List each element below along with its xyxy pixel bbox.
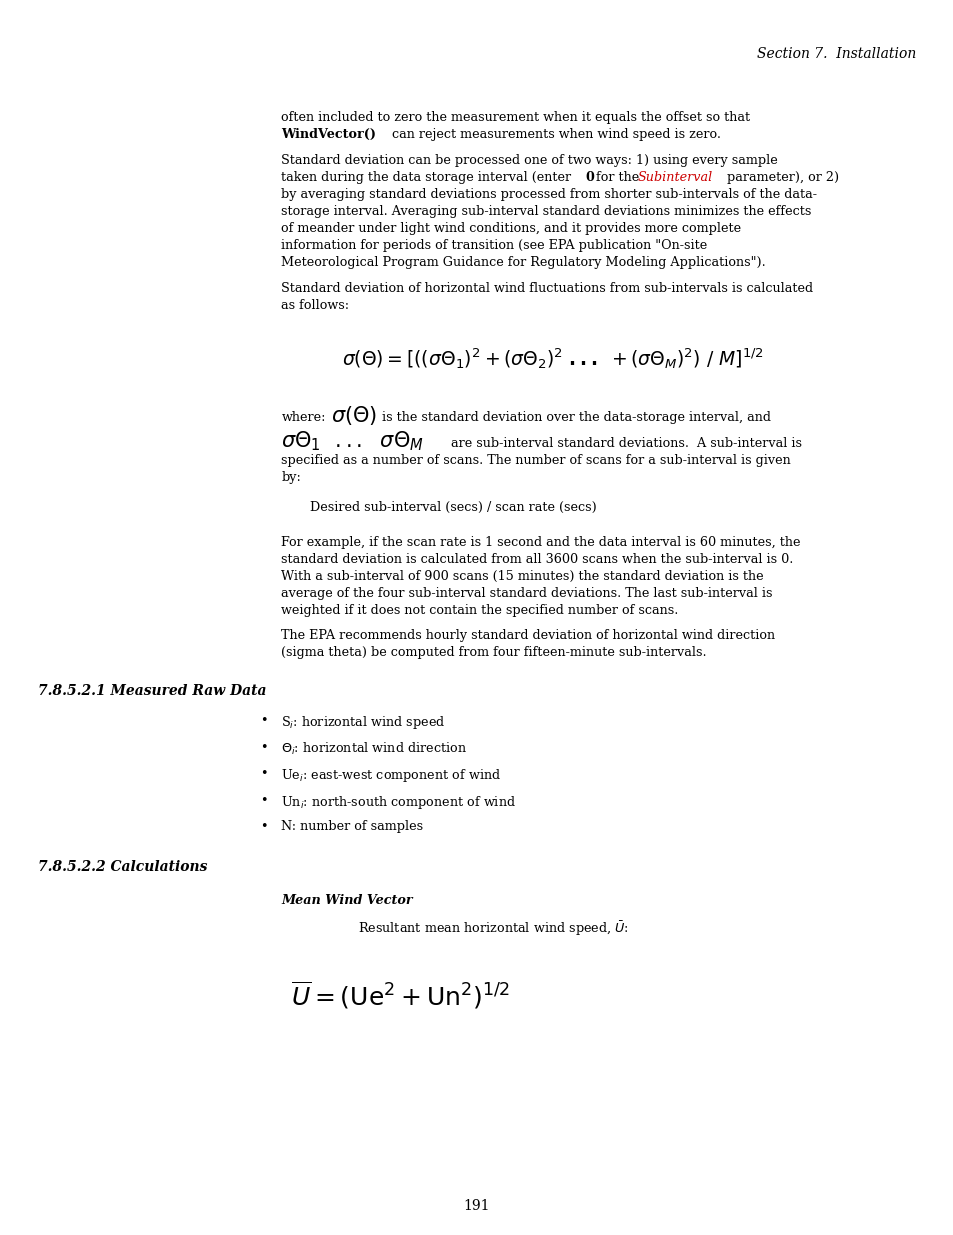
- Text: Standard deviation of horizontal wind fluctuations from sub-intervals is calcula: Standard deviation of horizontal wind fl…: [281, 282, 813, 295]
- Text: by averaging standard deviations processed from shorter sub-intervals of the dat: by averaging standard deviations process…: [281, 188, 817, 201]
- Text: is the standard deviation over the data-storage interval, and: is the standard deviation over the data-…: [381, 411, 770, 424]
- Text: can reject measurements when wind speed is zero.: can reject measurements when wind speed …: [388, 128, 720, 141]
- Text: Subinterval: Subinterval: [637, 170, 712, 184]
- Text: parameter), or 2): parameter), or 2): [722, 170, 839, 184]
- Text: as follows:: as follows:: [281, 299, 349, 311]
- Text: •: •: [260, 715, 268, 727]
- Text: for the: for the: [592, 170, 643, 184]
- Text: 7.8.5.2.2 Calculations: 7.8.5.2.2 Calculations: [38, 861, 208, 874]
- Text: •: •: [260, 767, 268, 781]
- Text: standard deviation is calculated from all 3600 scans when the sub-interval is 0.: standard deviation is calculated from al…: [281, 552, 793, 566]
- Text: $\overline{U} = (\mathrm{Ue}^2 + \mathrm{Un}^2)^{1/2}$: $\overline{U} = (\mathrm{Ue}^2 + \mathrm…: [291, 979, 510, 1010]
- Text: specified as a number of scans. The number of scans for a sub-interval is given: specified as a number of scans. The numb…: [281, 453, 790, 467]
- Text: $\sigma\Theta_1\ \ ...\ \ \sigma\Theta_M$: $\sigma\Theta_1\ \ ...\ \ \sigma\Theta_M…: [281, 430, 424, 453]
- Text: are sub-interval standard deviations.  A sub-interval is: are sub-interval standard deviations. A …: [451, 437, 801, 450]
- Text: storage interval. Averaging sub-interval standard deviations minimizes the effec: storage interval. Averaging sub-interval…: [281, 205, 811, 217]
- Text: of meander under light wind conditions, and it provides more complete: of meander under light wind conditions, …: [281, 222, 740, 235]
- Text: N: number of samples: N: number of samples: [281, 820, 423, 834]
- Text: $\sigma(\Theta) = [((\sigma\Theta_1)^2 + (\sigma\Theta_2)^2\ \mathbf{...}\ + (\s: $\sigma(\Theta) = [((\sigma\Theta_1)^2 +…: [342, 346, 763, 372]
- Text: weighted if it does not contain the specified number of scans.: weighted if it does not contain the spec…: [281, 604, 679, 616]
- Text: •: •: [260, 794, 268, 806]
- Text: (sigma theta) be computed from four fifteen-minute sub-intervals.: (sigma theta) be computed from four fift…: [281, 646, 706, 659]
- Text: 7.8.5.2.1 Measured Raw Data: 7.8.5.2.1 Measured Raw Data: [38, 684, 267, 698]
- Text: taken during the data storage interval (enter: taken during the data storage interval (…: [281, 170, 575, 184]
- Text: Standard deviation can be processed one of two ways: 1) using every sample: Standard deviation can be processed one …: [281, 154, 778, 167]
- Text: S$_i$: horizontal wind speed: S$_i$: horizontal wind speed: [281, 715, 445, 731]
- Text: information for periods of transition (see EPA publication "On-site: information for periods of transition (s…: [281, 240, 707, 252]
- Text: Resultant mean horizontal wind speed, $\bar{U}$:: Resultant mean horizontal wind speed, $\…: [357, 920, 628, 939]
- Text: Un$_i$: north-south component of wind: Un$_i$: north-south component of wind: [281, 794, 516, 810]
- Text: Desired sub-interval (secs) / scan rate (secs): Desired sub-interval (secs) / scan rate …: [310, 501, 596, 515]
- Text: For example, if the scan rate is 1 second and the data interval is 60 minutes, t: For example, if the scan rate is 1 secon…: [281, 536, 801, 548]
- Text: With a sub-interval of 900 scans (15 minutes) the standard deviation is the: With a sub-interval of 900 scans (15 min…: [281, 569, 763, 583]
- Text: $\sigma(\Theta)$: $\sigma(\Theta)$: [331, 404, 376, 427]
- Text: by:: by:: [281, 471, 301, 484]
- Text: WindVector(): WindVector(): [281, 128, 376, 141]
- Text: Ue$_i$: east-west component of wind: Ue$_i$: east-west component of wind: [281, 767, 501, 784]
- Text: Section 7.  Installation: Section 7. Installation: [756, 47, 915, 61]
- Text: 191: 191: [463, 1199, 490, 1213]
- Text: •: •: [260, 820, 268, 834]
- Text: 0: 0: [584, 170, 594, 184]
- Text: average of the four sub-interval standard deviations. The last sub-interval is: average of the four sub-interval standar…: [281, 587, 772, 600]
- Text: often included to zero the measurement when it equals the offset so that: often included to zero the measurement w…: [281, 111, 750, 125]
- Text: The EPA recommends hourly standard deviation of horizontal wind direction: The EPA recommends hourly standard devia…: [281, 630, 775, 642]
- Text: Mean Wind Vector: Mean Wind Vector: [281, 894, 413, 908]
- Text: Meteorological Program Guidance for Regulatory Modeling Applications").: Meteorological Program Guidance for Regu…: [281, 256, 765, 269]
- Text: $\Theta_i$: horizontal wind direction: $\Theta_i$: horizontal wind direction: [281, 741, 467, 757]
- Text: •: •: [260, 741, 268, 753]
- Text: where:: where:: [281, 411, 326, 424]
